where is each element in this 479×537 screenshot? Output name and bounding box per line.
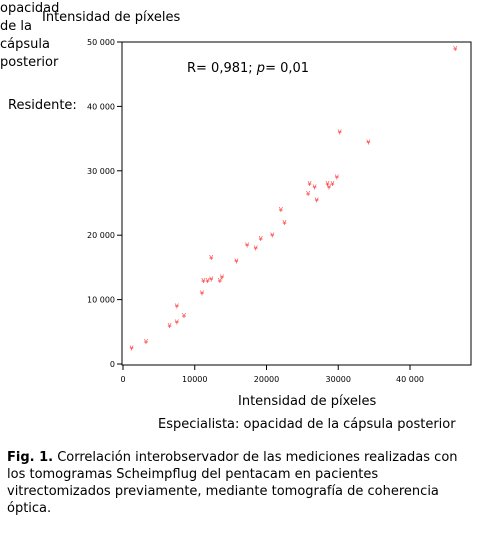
annotation-prefix: R= 0,981;	[187, 61, 257, 76]
data-point: ¥	[279, 206, 284, 214]
y-axis-title: Intensidad de píxeles	[42, 10, 181, 25]
y-tick-label: 50 000	[87, 38, 115, 47]
x-axis-title: Intensidad de píxeles	[238, 394, 377, 409]
data-point: ¥	[312, 183, 317, 191]
data-point: ¥	[201, 277, 206, 285]
x-tick-label: 20000	[254, 375, 279, 384]
data-point: ¥	[205, 277, 210, 285]
data-point: ¥	[307, 180, 312, 188]
data-point: ¥	[209, 275, 214, 283]
x-tick-label: 40 000	[396, 375, 424, 384]
data-point: ¥	[182, 312, 187, 320]
data-point: ¥	[259, 235, 264, 243]
data-point: ¥	[330, 180, 335, 188]
caption-label: Fig. 1.	[7, 450, 54, 465]
data-point: ¥	[209, 254, 214, 262]
data-point: ¥	[234, 257, 239, 265]
caption-text: Correlación interobservador de las medic…	[7, 450, 458, 516]
data-point: ¥	[218, 277, 223, 285]
data-point: ¥	[453, 45, 458, 53]
y-tick-label: 40 000	[87, 102, 115, 111]
y-side-line: cápsula	[0, 37, 50, 52]
data-point: ¥	[325, 180, 330, 188]
x-axis-subtitle: Especialista: opacidad de la cápsula pos…	[158, 417, 456, 432]
data-point: ¥	[167, 322, 172, 330]
y-side-line: de la	[0, 19, 32, 34]
data-point: ¥	[335, 174, 340, 182]
data-point: ¥	[314, 196, 319, 204]
y-axis: 0 10 000 20 000 30 000 40 000 50 000	[87, 38, 122, 369]
data-points: ¥¥¥ ¥¥¥¥¥ ¥ ¥ ¥¥¥ ¥¥ ¥¥ ¥¥¥¥¥ ¥¥¥¥ ¥¥¥¥¥	[129, 45, 458, 352]
x-tick-label: 30000	[326, 375, 351, 384]
data-point: ¥	[366, 138, 371, 146]
y-tick-label: 20 000	[87, 231, 115, 240]
data-point: ¥	[200, 290, 205, 298]
data-point: ¥	[254, 245, 259, 253]
data-point: ¥	[270, 232, 275, 240]
y-tick-label: 30 000	[87, 167, 115, 176]
x-tick-label: 0	[120, 375, 125, 384]
x-tick-label: 10000	[182, 375, 207, 384]
data-point: ¥	[327, 183, 332, 191]
data-point: ¥	[337, 129, 342, 137]
figure-caption: Fig. 1. Correlación interobservador de l…	[7, 449, 475, 517]
data-point: ¥	[175, 319, 180, 327]
y-tick-label: 10 000	[87, 296, 115, 305]
y-axis-side-label: Residente:	[8, 98, 77, 113]
correlation-annotation: R= 0,981; p= 0,01	[187, 61, 309, 76]
x-axis: 0 10000 20000 30000 40 000	[120, 365, 424, 384]
data-point: ¥	[129, 344, 134, 352]
y-side-line: posterior	[0, 55, 59, 70]
annotation-p-symbol: p	[256, 61, 265, 76]
data-point: ¥	[220, 274, 225, 282]
data-point: ¥	[245, 241, 250, 249]
data-point: ¥	[144, 338, 149, 346]
plot-area	[121, 41, 472, 366]
y-tick-label: 0	[110, 360, 115, 369]
y-axis-side-sublabel: opacidad de la cápsula posterior	[0, 0, 479, 72]
y-side-line: opacidad	[0, 1, 60, 16]
annotation-suffix: = 0,01	[265, 61, 309, 76]
data-point: ¥	[175, 303, 180, 311]
data-point: ¥	[282, 219, 287, 227]
data-point: ¥	[306, 190, 311, 198]
